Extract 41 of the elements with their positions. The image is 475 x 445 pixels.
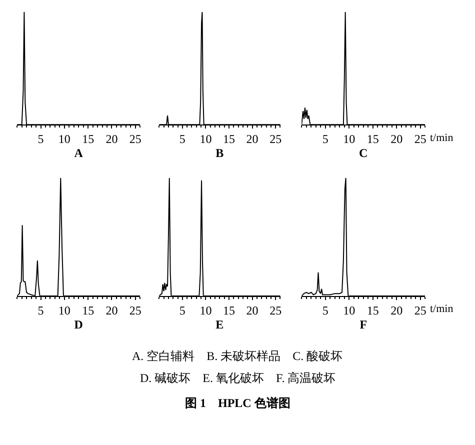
x-tick-label: 20 [106,303,118,318]
x-tick-label: 5 [322,132,328,146]
x-tick-label: 5 [179,303,186,318]
x-tick-label: 10 [343,132,356,146]
x-tick-label: 25 [270,132,282,146]
x-tick-label: 10 [58,132,70,146]
x-tick-label: 5 [38,303,44,318]
x-tick-label: 20 [106,132,118,146]
x-axis-title: D [74,317,84,332]
x-tick-label: 20 [246,303,258,318]
x-tick-label: 25 [129,303,142,318]
x-tick-label: 25 [129,132,142,146]
x-tick-label: 15 [366,303,379,318]
x-tick-label: 25 [270,303,282,318]
x-tick-label: 15 [223,132,236,146]
text: D. 碱破坏 E. 氧化破坏 F. 高温破坏 [140,371,336,385]
text: t/min [430,303,454,315]
x-axis-title: C [359,146,368,160]
x-tick-label: 15 [366,132,379,146]
x-tick-label: 25 [414,303,426,318]
x-tick-label: 15 [223,303,236,318]
x-tick-label: 5 [322,303,328,318]
x-tick-label: 20 [246,132,258,146]
text: t/min [430,132,454,144]
x-tick-label: 20 [390,132,403,146]
x-tick-label: 5 [38,132,44,146]
x-axis-title: A [74,146,84,160]
x-tick-label: 10 [200,303,212,318]
x-axis-title: E [216,317,224,332]
x-tick-label: 10 [343,303,356,318]
text: A. 空白辅料 B. 未破坏样品 C. 酸破坏 [132,349,343,363]
x-axis-title: B [216,146,224,160]
x-tick-label: 25 [414,132,426,146]
x-axis-title: F [360,317,368,332]
x-tick-label: 10 [58,303,70,318]
x-tick-label: 15 [82,303,94,318]
caption: 图 1 HPLC 色谱图 [185,396,290,410]
x-tick-label: 10 [200,132,212,146]
x-tick-label: 20 [390,303,403,318]
x-tick-label: 15 [82,132,94,146]
x-tick-label: 5 [179,132,186,146]
